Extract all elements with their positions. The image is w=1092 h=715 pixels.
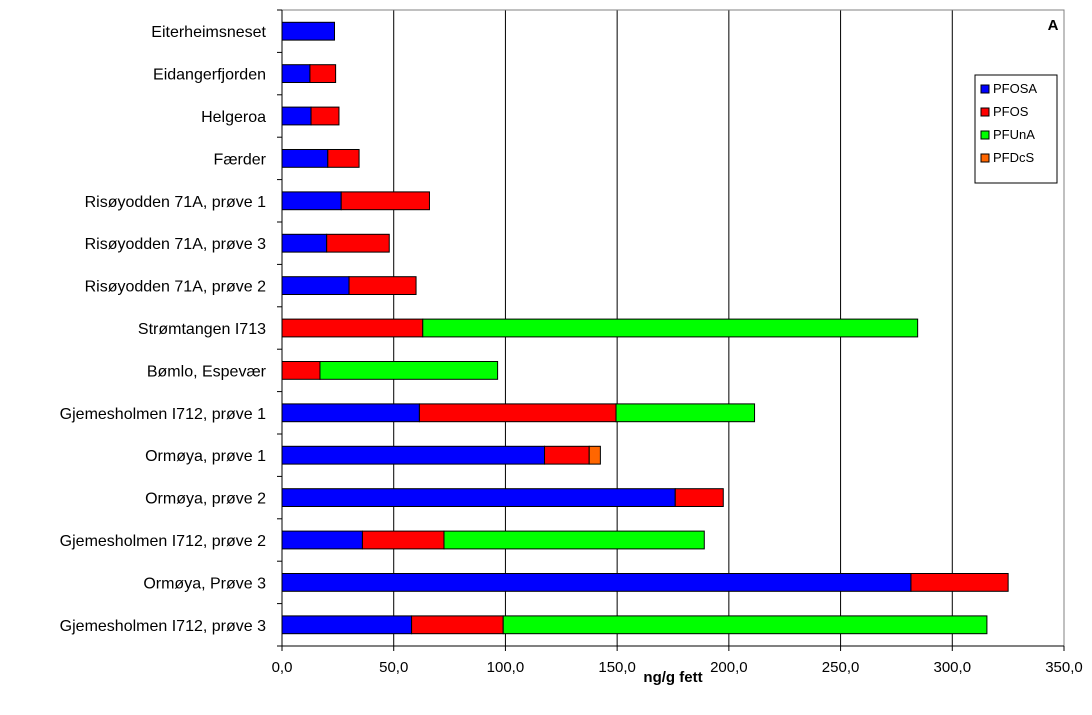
- x-tick-label: 50,0: [379, 659, 408, 676]
- bar-segment-pfosa: [281, 276, 350, 296]
- bar-segment-pfos: [340, 191, 430, 211]
- bar-segment-pfosa: [281, 572, 912, 592]
- x-tick-label: 100,0: [487, 659, 525, 676]
- legend: PFOSA PFOS PFUnA PFDcS: [974, 74, 1058, 184]
- category-label: Eiterheimsneset: [151, 24, 266, 41]
- category-label: Ormøya, prøve 2: [145, 491, 266, 508]
- bar-segment-pfosa: [281, 148, 329, 168]
- bar-segment-pfos: [326, 233, 390, 253]
- legend-entry: PFOS: [993, 104, 1029, 119]
- legend-entry: PFOSA: [993, 81, 1037, 96]
- category-label: Gjemesholmen I712, prøve 2: [60, 533, 266, 550]
- bar-segment-pfos: [281, 318, 424, 338]
- category-label: Eidangerfjorden: [153, 67, 266, 84]
- bar-segment-pfos: [544, 445, 590, 465]
- x-axis-title: ng/g fett: [643, 669, 702, 686]
- category-label: Risøyodden 71A, prøve 3: [85, 236, 267, 253]
- axes: [277, 9, 1065, 651]
- legend-swatch: [980, 84, 990, 94]
- bar-segment-pfuna: [615, 403, 756, 423]
- bar-segment-pfuna: [422, 318, 919, 338]
- x-tick-label: 250,0: [822, 659, 860, 676]
- x-tick-label: 350,0: [1045, 659, 1083, 676]
- bar-segment-pfosa: [281, 233, 328, 253]
- bar-segment-pfos: [674, 488, 724, 508]
- legend-entry: PFUnA: [993, 127, 1035, 142]
- legend-swatch: [980, 153, 990, 163]
- legend-entry: PFDcS: [993, 150, 1035, 165]
- bar-segment-pfosa: [281, 445, 546, 465]
- bar-segment-pfos: [327, 148, 360, 168]
- x-tick-label: 150,0: [598, 659, 636, 676]
- bar-segment-pfos: [309, 64, 337, 84]
- bar-segment-pfos: [418, 403, 617, 423]
- bar-segment-pfos: [910, 572, 1009, 592]
- bar-segment-pfdcs: [588, 445, 601, 465]
- category-label: Ormøya, Prøve 3: [143, 575, 266, 592]
- panel-label: A: [1048, 17, 1059, 34]
- bar-segment-pfuna: [443, 530, 705, 550]
- x-tick-label: 300,0: [934, 659, 972, 676]
- bar-segment-pfosa: [281, 488, 676, 508]
- bar-segment-pfuna: [319, 360, 499, 380]
- category-label: Færder: [214, 151, 267, 168]
- bar-segment-pfos: [310, 106, 340, 126]
- bar-segment-pfosa: [281, 530, 363, 550]
- bar-segment-pfos: [361, 530, 445, 550]
- category-label: Strømtangen I713: [138, 321, 266, 338]
- category-label: Risøyodden 71A, prøve 1: [85, 194, 267, 211]
- x-tick-labels: 0,0 50,0 100,0 150,0 200,0 250,0 300,0 350,0: [272, 659, 1083, 676]
- bar-segment-pfosa: [281, 21, 336, 41]
- legend-swatch: [980, 130, 990, 140]
- category-label: Helgeroa: [201, 109, 266, 126]
- category-label: Ormøya, prøve 1: [145, 448, 266, 465]
- bar-segment-pfosa: [281, 64, 311, 84]
- bar-segment-pfosa: [281, 106, 312, 126]
- x-tick-label: 0,0: [272, 659, 293, 676]
- x-tick-label: 200,0: [710, 659, 748, 676]
- bar-segment-pfosa: [281, 403, 420, 423]
- bar-segment-pfuna: [502, 615, 988, 635]
- category-label: Bømlo, Espevær: [147, 363, 267, 380]
- category-label: Gjemesholmen I712, prøve 1: [60, 406, 266, 423]
- bar-segment-pfos: [281, 360, 321, 380]
- category-label: Risøyodden 71A, prøve 2: [85, 279, 267, 296]
- bar-segment-pfosa: [281, 615, 413, 635]
- legend-swatch: [980, 107, 990, 117]
- bar-segment-pfos: [348, 276, 417, 296]
- bar-segment-pfosa: [281, 191, 342, 211]
- bars: [281, 21, 1009, 635]
- bar-segment-pfos: [411, 615, 504, 635]
- category-label: Gjemesholmen I712, prøve 3: [60, 618, 266, 635]
- category-labels: Eiterheimsneset Eidangerfjorden Helgeroa Fæ…: [60, 24, 267, 635]
